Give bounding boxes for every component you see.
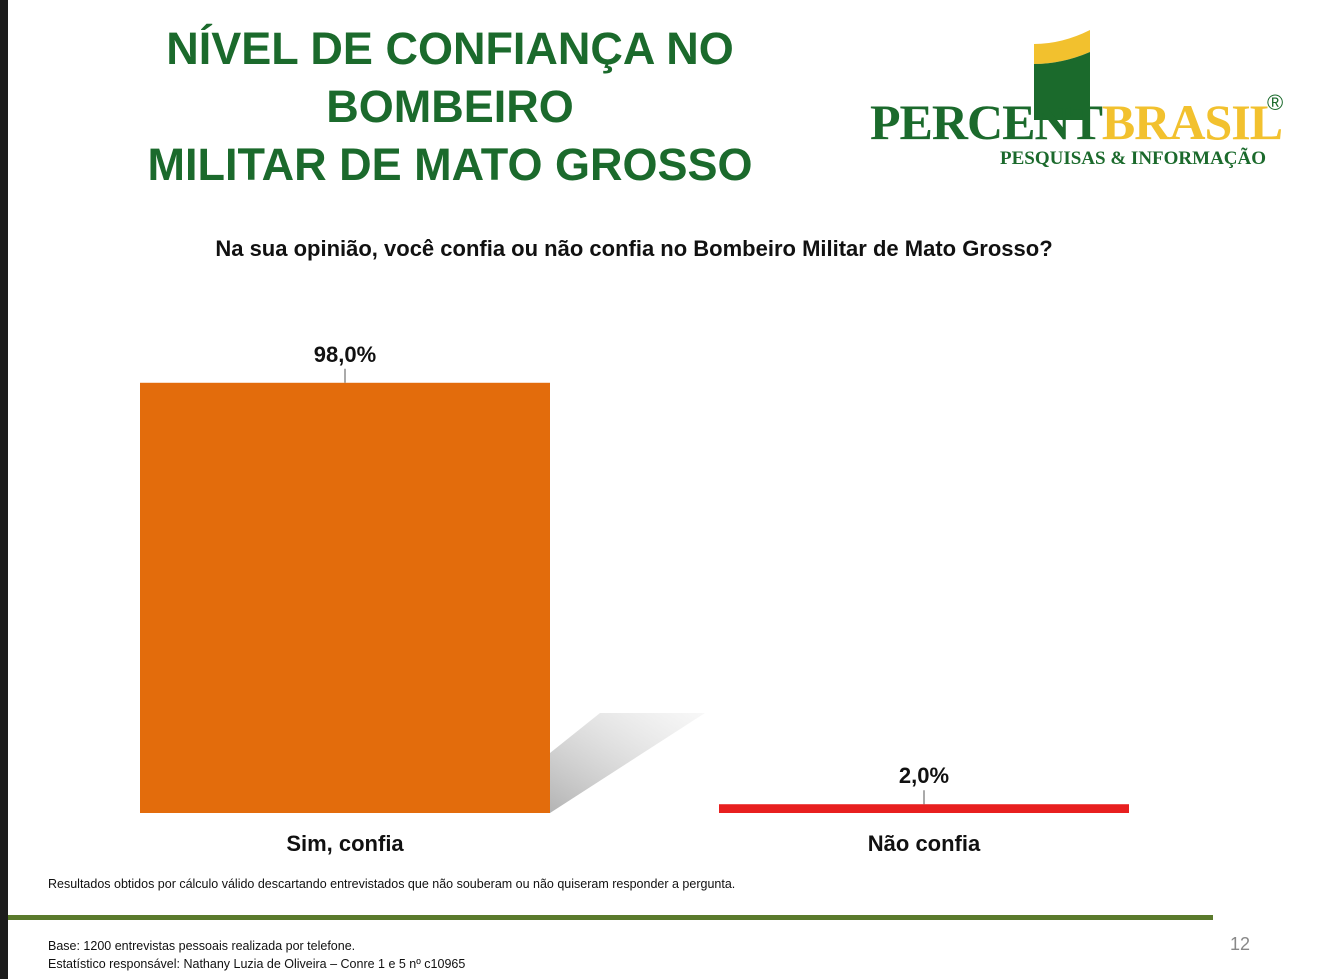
- data-label: 98,0%: [314, 342, 376, 367]
- title-line-2: MILITAR DE MATO GROSSO: [147, 139, 753, 190]
- results-footnote: Resultados obtidos por cálculo válido de…: [48, 877, 736, 891]
- page-number: 12: [1230, 934, 1251, 954]
- logo-wordmark-percent: PERCENT: [870, 94, 1103, 150]
- chart-question: Na sua opinião, você confia ou não confi…: [215, 236, 1053, 261]
- footer-divider: [8, 915, 1213, 920]
- title-line-1: NÍVEL DE CONFIANÇA NO BOMBEIRO: [166, 23, 734, 132]
- percentbrasil-logo: PERCENTBRASIL ® PESQUISAS & INFORMAÇÃO: [860, 24, 1300, 184]
- data-label: 2,0%: [899, 763, 949, 788]
- logo-flag-icon: [1034, 30, 1090, 120]
- logo-tagline: PESQUISAS & INFORMAÇÃO: [1000, 148, 1267, 169]
- statistician-text: Estatístico responsável: Nathany Luzia d…: [48, 957, 466, 971]
- registered-mark: ®: [1267, 90, 1284, 115]
- logo-wordmark-brasil: BRASIL: [1101, 94, 1283, 150]
- category-label: Sim, confia: [286, 831, 404, 856]
- logo-wordmark: PERCENTBRASIL: [870, 92, 1283, 152]
- bar-shadow: [550, 713, 705, 813]
- page-title: NÍVEL DE CONFIANÇA NO BOMBEIRO MILITAR D…: [40, 20, 860, 194]
- methodology-note: Base: 1200 entrevistas pessoais realizad…: [48, 937, 465, 973]
- bar-1: [140, 382, 550, 813]
- bar-2: [719, 804, 1129, 813]
- base-text: Base: 1200 entrevistas pessoais realizad…: [48, 939, 356, 953]
- category-label: Não confia: [868, 831, 981, 856]
- left-edge-border: [0, 0, 8, 979]
